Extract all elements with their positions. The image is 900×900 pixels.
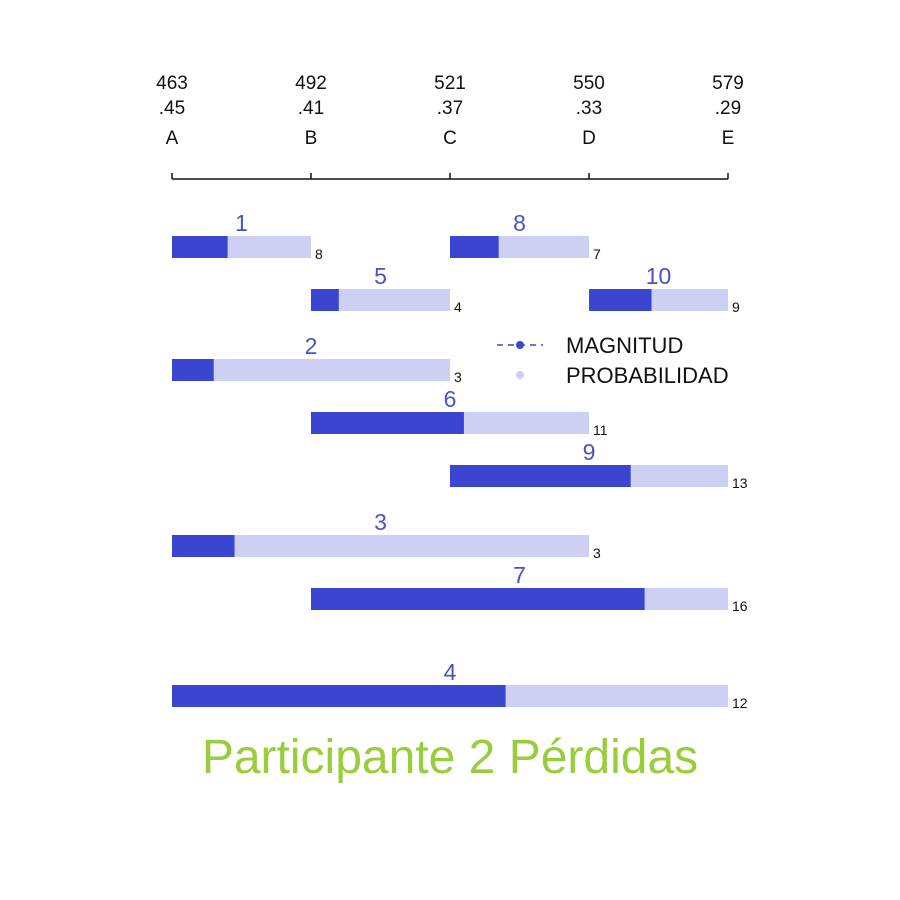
legend: MAGNITUD PROBABILIDAD xyxy=(497,333,729,388)
bar-group: 4 12 xyxy=(172,659,748,711)
legend-item-magnitude: MAGNITUD xyxy=(497,333,683,358)
bar-count: 7 xyxy=(593,246,601,262)
bar-magnitude xyxy=(589,289,652,311)
bar-label: 7 xyxy=(513,562,526,588)
legend-marker-magnitude xyxy=(516,341,524,349)
bar-group: 7 16 xyxy=(311,562,748,614)
bar-group: 6 11 xyxy=(311,386,608,438)
tick-label-letter: A xyxy=(166,128,179,149)
bar-count: 3 xyxy=(593,545,601,561)
bar-probability xyxy=(172,535,589,557)
tick-label-magnitude: 463 xyxy=(156,73,188,94)
bar-count: 8 xyxy=(315,246,323,262)
bar-magnitude xyxy=(450,236,499,258)
bar-count: 9 xyxy=(732,299,740,315)
bar-label: 6 xyxy=(444,386,457,412)
bar-magnitude xyxy=(311,588,645,610)
tick-label-magnitude: 521 xyxy=(434,73,466,94)
tick-label-magnitude: 579 xyxy=(712,73,744,94)
axis: 463 .45 A 492 .41 B 521 .37 C 550 .33 D 579 .29 E xyxy=(156,73,744,180)
bar-label: 3 xyxy=(374,509,387,535)
bar-label: 9 xyxy=(583,439,596,465)
legend-marker-probability xyxy=(516,371,524,379)
bar-magnitude xyxy=(450,465,631,487)
bar-group: 54 xyxy=(311,263,462,315)
bar-magnitude xyxy=(311,412,464,434)
bar-count: 16 xyxy=(732,598,748,614)
tick-label-magnitude: 550 xyxy=(573,73,605,94)
bar-count: 11 xyxy=(593,422,608,438)
bar-group: 10 9 xyxy=(589,263,740,315)
bar-group: 9 13 xyxy=(450,439,748,491)
tick-label-probability: .29 xyxy=(715,98,741,119)
bar-group: 87 xyxy=(450,210,601,262)
bar-label: 1 xyxy=(235,210,248,236)
bar-group: 18 xyxy=(172,210,323,262)
bar-count: 3 xyxy=(454,369,462,385)
bar-magnitude xyxy=(172,236,228,258)
bar-magnitude xyxy=(172,685,506,707)
bar-probability xyxy=(311,289,450,311)
legend-item-probability: PROBABILIDAD xyxy=(516,363,729,388)
bar-group: 33 xyxy=(172,509,601,561)
tick-label-probability: .33 xyxy=(576,98,602,119)
bar-label: 2 xyxy=(305,333,318,359)
bar-label: 10 xyxy=(646,263,672,289)
bar-probability xyxy=(172,359,450,381)
bar-magnitude xyxy=(172,359,214,381)
bar-label: 5 xyxy=(374,263,387,289)
chart-title: Participante 2 Pérdidas xyxy=(202,731,698,784)
legend-label-probability: PROBABILIDAD xyxy=(566,363,729,388)
bar-count: 12 xyxy=(732,695,748,711)
bar-label: 8 xyxy=(513,210,526,236)
tick-label-letter: B xyxy=(305,128,318,149)
bar-label: 4 xyxy=(444,659,457,685)
tick-label-letter: C xyxy=(443,128,457,149)
bar-count: 13 xyxy=(732,475,748,491)
tick-label-letter: E xyxy=(722,128,735,149)
bar-count: 4 xyxy=(454,299,462,315)
bar-group: 23 xyxy=(172,333,462,385)
legend-label-magnitude: MAGNITUD xyxy=(566,333,683,358)
tick-label-probability: .45 xyxy=(159,98,185,119)
bar-magnitude xyxy=(172,535,235,557)
tick-label-magnitude: 492 xyxy=(295,73,327,94)
bar-magnitude xyxy=(311,289,339,311)
tick-label-probability: .37 xyxy=(437,98,463,119)
tick-label-probability: .41 xyxy=(298,98,324,119)
tick-label-letter: D xyxy=(582,128,596,149)
